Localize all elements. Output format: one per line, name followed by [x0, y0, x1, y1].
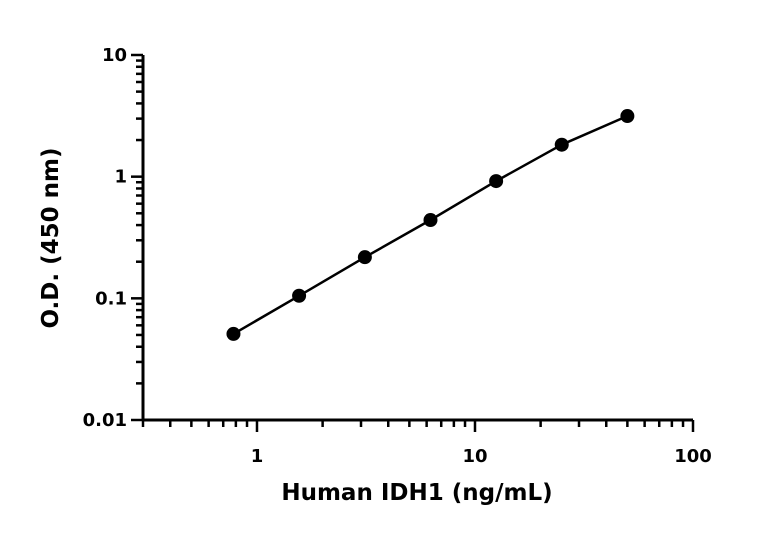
data-point — [423, 213, 438, 228]
data-point — [226, 326, 241, 341]
y-axis-title: O.D. (450 nm) — [38, 147, 64, 328]
data-point — [357, 250, 372, 265]
x-tick-label: 1 — [251, 446, 264, 467]
data-point — [489, 174, 504, 189]
data-point — [554, 137, 569, 152]
x-axis: 1 10 100 — [141, 418, 712, 467]
y-axis: 0.01 0.1 1 10 — [83, 45, 145, 431]
y-tick-label: 1 — [114, 167, 127, 188]
y-tick-label: 0.01 — [83, 410, 127, 431]
x-tick-label: 10 — [462, 446, 487, 467]
x-axis-title: Human IDH1 (ng/mL) — [281, 480, 552, 506]
y-tick-label: 0.1 — [95, 288, 127, 309]
data-point — [292, 288, 307, 303]
data-point — [620, 109, 635, 124]
plot-area — [226, 109, 635, 341]
y-tick-label: 10 — [102, 45, 127, 66]
x-tick-label: 100 — [674, 446, 712, 467]
